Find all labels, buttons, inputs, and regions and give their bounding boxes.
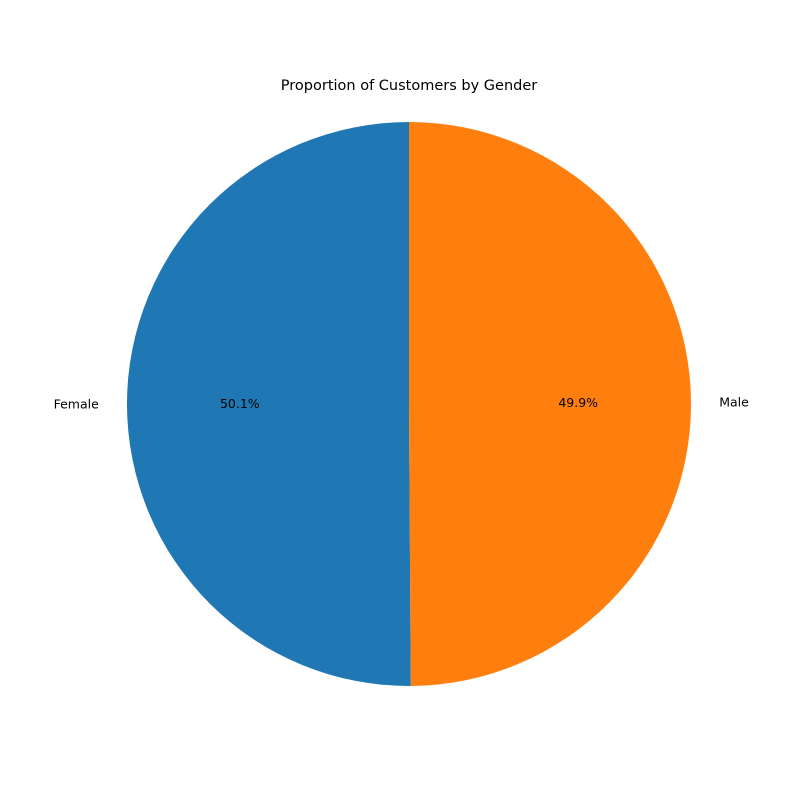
- slice-label-male: Male: [719, 395, 749, 410]
- slice-label-female: Female: [54, 396, 100, 411]
- pie-slice-female: [126, 122, 411, 686]
- slice-percent-female: 50.1%: [220, 396, 260, 411]
- pie-slices: [126, 122, 691, 686]
- pie-slice-male: [409, 122, 691, 686]
- pie-labels: Female 50.1% Male 49.9%: [54, 395, 750, 412]
- slice-percent-male: 49.9%: [558, 395, 598, 410]
- chart-title: Proportion of Customers by Gender: [281, 78, 537, 94]
